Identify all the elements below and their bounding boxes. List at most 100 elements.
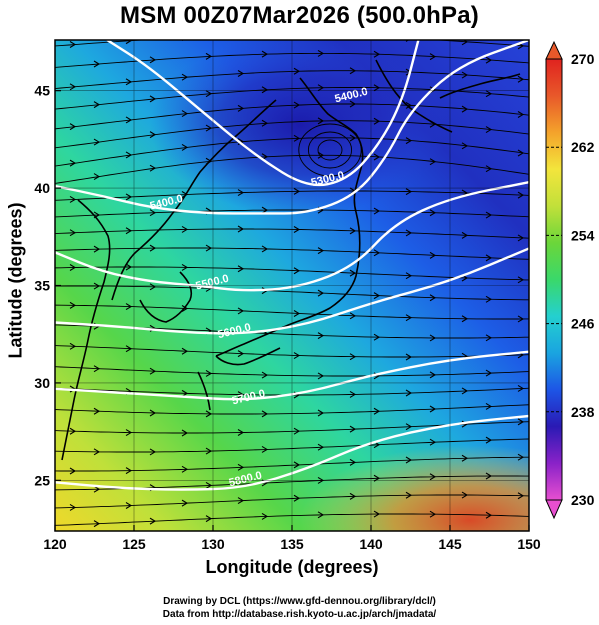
wind-arrow: [149, 209, 157, 217]
streamline: [55, 209, 529, 218]
wind-arrow: [149, 164, 157, 172]
wind-arrow: [93, 60, 101, 68]
wind-arrow: [349, 492, 357, 500]
streamline: [55, 345, 529, 358]
wind-arrow: [205, 481, 213, 489]
wind-arrow: [181, 110, 189, 118]
wind-arrow: [517, 234, 525, 242]
wind-arrow: [69, 301, 77, 309]
wind-arrow: [293, 101, 301, 109]
wind-arrow: [373, 407, 381, 415]
wind-arrow: [405, 456, 413, 464]
wind-arrow: [237, 350, 245, 358]
wind-arrow: [461, 71, 469, 79]
wind-arrow: [237, 429, 245, 436]
wind-arrow: [461, 454, 469, 462]
wind-arrow: [181, 347, 189, 355]
wind-arrow: [125, 78, 133, 86]
streamline: [55, 366, 529, 377]
colorbar-tick-label: 230: [571, 492, 595, 508]
streamline: [55, 190, 529, 201]
streamline: [55, 285, 529, 301]
wind-arrow: [69, 342, 77, 350]
wind-arrow: [517, 149, 525, 157]
wind-arrow: [205, 369, 213, 377]
wind-arrow: [349, 100, 357, 108]
wind-arrow: [461, 40, 469, 46]
wind-arrow: [429, 510, 437, 518]
wind-arrow: [349, 67, 357, 75]
wind-arrow: [485, 126, 493, 134]
x-tick-label: 135: [280, 536, 304, 552]
wind-arrow: [69, 503, 77, 511]
wind-arrow: [149, 244, 157, 252]
wind-arrow: [405, 229, 413, 237]
wind-arrow: [293, 187, 301, 195]
wind-arrow: [317, 289, 325, 297]
wind-arrow: [237, 463, 245, 471]
wind-arrow: [429, 158, 437, 166]
wind-arrow: [373, 249, 381, 257]
contour-5700: [55, 350, 529, 401]
x-tick-label: 145: [438, 536, 462, 552]
wind-arrow: [293, 134, 301, 142]
wind-arrow: [373, 117, 381, 125]
x-tick-label: 150: [517, 536, 541, 552]
wind-arrow: [237, 189, 245, 197]
warm-core-shading: [300, 445, 529, 531]
wind-arrow: [261, 50, 269, 58]
wind-arrow: [461, 387, 469, 395]
wind-arrow: [317, 332, 325, 340]
wind-arrow: [373, 510, 381, 518]
wind-arrow: [517, 75, 525, 83]
x-axis-label: Longitude (degrees): [205, 557, 379, 577]
wind-arrow: [181, 429, 189, 437]
wind-arrow: [517, 453, 525, 461]
wind-arrow: [205, 515, 213, 523]
wind-arrow: [237, 307, 245, 315]
y-tick-label: 25: [34, 472, 50, 488]
wind-arrow: [429, 86, 437, 94]
contour-5300: [106, 40, 420, 187]
wind-arrow: [485, 56, 493, 64]
streamline: [55, 228, 529, 239]
wind-arrow: [405, 101, 413, 109]
wind-arrow: [373, 84, 381, 92]
wind-arrow: [205, 447, 213, 455]
wind-arrow: [349, 353, 357, 361]
wind-arrow: [149, 56, 157, 64]
streamline: [55, 404, 529, 415]
streamline: [55, 120, 529, 149]
y-tick-label: 40: [34, 180, 50, 196]
wind-arrow: [349, 134, 357, 142]
wind-arrow: [485, 90, 493, 98]
wind-arrow: [317, 511, 325, 519]
wind-arrow: [181, 389, 189, 397]
wind-arrow: [261, 206, 269, 214]
wind-arrow: [125, 467, 133, 475]
wind-arrow: [149, 131, 157, 139]
wind-arrow: [485, 472, 493, 480]
wind-arrow: [429, 405, 437, 413]
contour-5400: [55, 40, 529, 215]
wind-arrow: [349, 269, 357, 277]
wind-arrow: [405, 314, 413, 322]
wind-arrow: [205, 52, 213, 60]
streamline: [55, 137, 529, 167]
streamline-vortex: [317, 139, 343, 161]
streamline: [55, 266, 529, 281]
y-axis-label: Latitude (degrees): [5, 202, 26, 359]
wind-arrow: [181, 263, 189, 271]
wind-arrow: [293, 267, 301, 275]
y-tick-label: 45: [34, 83, 50, 99]
wind-arrow: [125, 263, 133, 271]
wind-arrow: [485, 402, 493, 410]
wind-arrow: [149, 283, 157, 291]
wind-arrow: [93, 448, 101, 456]
wind-arrow: [349, 390, 357, 398]
x-tick-label: 130: [201, 536, 225, 552]
wind-arrow: [125, 227, 133, 235]
wind-arrow: [349, 425, 357, 433]
wind-arrow: [317, 443, 325, 451]
